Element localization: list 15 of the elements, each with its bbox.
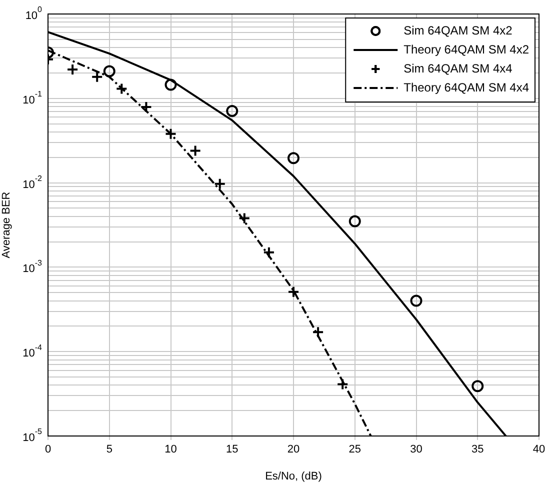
x-tick-label: 30	[410, 444, 422, 456]
x-tick-label: 35	[472, 444, 484, 456]
legend-label: Theory 64QAM SM 4x2	[404, 42, 530, 56]
x-axis-title: Es/No, (dB)	[265, 470, 322, 482]
x-tick-label: 15	[226, 444, 238, 456]
x-tick-label: 0	[44, 444, 52, 456]
x-tick-label: 20	[287, 444, 300, 456]
y-axis-title: Average BER	[0, 192, 13, 258]
legend-label: Sim 64QAM SM 4x2	[404, 23, 513, 38]
x-tick-label: 25	[348, 444, 361, 456]
legend-label: Theory 64QAM SM 4x4	[404, 80, 530, 94]
x-tick-label: 40	[532, 444, 546, 456]
x-tick-label: 5	[106, 444, 112, 456]
legend-label: Sim 64QAM SM 4x4	[404, 61, 513, 76]
x-tick-label: 10	[164, 444, 177, 456]
